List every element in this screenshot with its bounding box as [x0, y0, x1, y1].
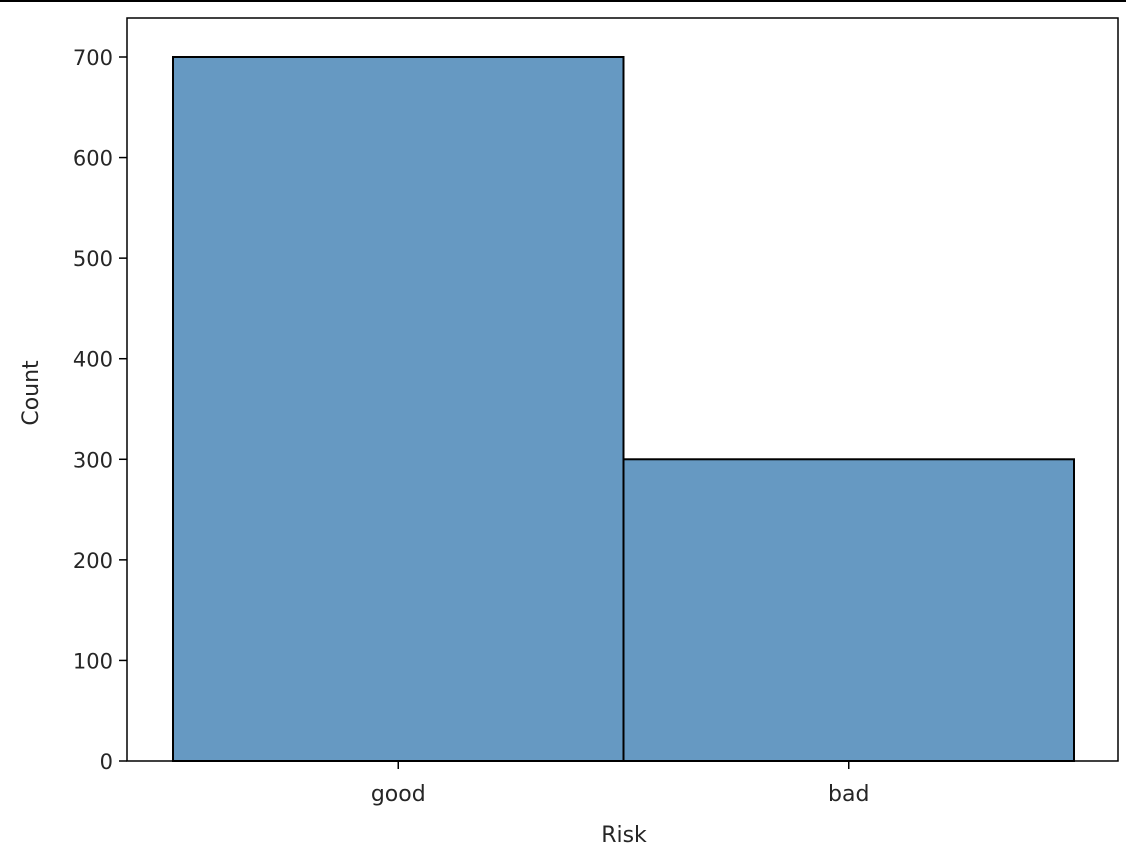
top-rule: [0, 0, 1126, 2]
y-tick-label: 500: [73, 247, 113, 271]
plot-frame: [126, 17, 1119, 762]
y-tick-label: 600: [73, 147, 113, 171]
bar-bad: [622, 458, 1075, 762]
y-tick-label: 700: [73, 46, 113, 70]
bars-layer: [172, 56, 1075, 762]
y-tick-label: 0: [100, 750, 113, 774]
y-tick-label: 100: [73, 649, 113, 673]
bar-good: [172, 56, 625, 762]
y-tick-label: 400: [73, 348, 113, 372]
ticks-layer: 0 100 200 300 400 500 600 700 good bad: [73, 46, 870, 807]
x-tick-label-bad: bad: [828, 782, 869, 807]
y-axis-label: Count: [19, 360, 44, 426]
x-axis-label: Risk: [601, 823, 647, 848]
x-tick-label-good: good: [371, 782, 426, 807]
axes-layer: [126, 17, 1119, 762]
y-tick-label: 300: [73, 448, 113, 472]
y-tick-label: 200: [73, 549, 113, 573]
